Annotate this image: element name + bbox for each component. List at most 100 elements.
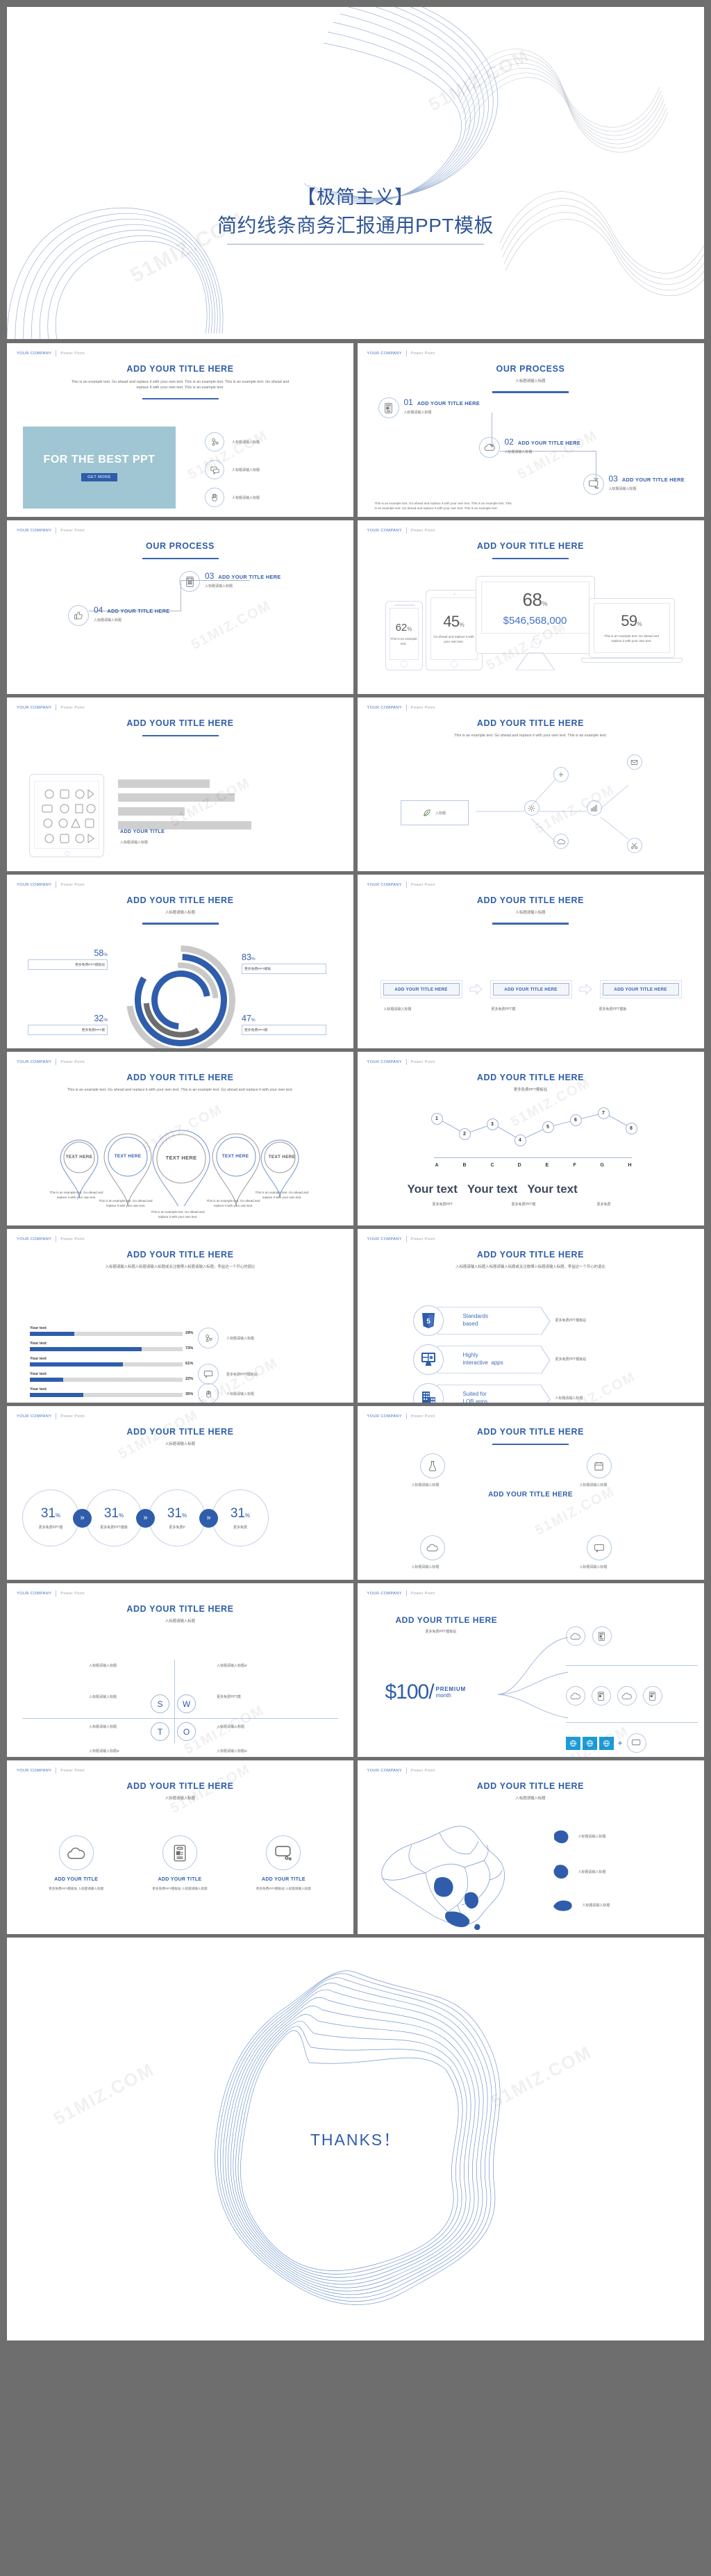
side-item-3[interactable]: 人标题请输入标题 [198, 1383, 254, 1403]
list-item[interactable]: 人标题请输入标题 [205, 488, 260, 507]
bar-track: 29% [30, 1331, 193, 1336]
process-step-3[interactable]: 03 ADD YOUR TITLE HERE 入标题请输入标题 [583, 474, 685, 495]
slide-16[interactable]: YOUR COMPANY Power Point ADD YOUR TITLE … [357, 1583, 704, 1757]
globe-tile[interactable] [599, 1736, 614, 1750]
product-label: Power Point [60, 1591, 85, 1596]
tab-sequence: ADD YOUR TITLE HERE ADD YOUR TITLE HERE … [380, 980, 682, 998]
stat-circle-4[interactable]: 31% 更多免费 [212, 1489, 269, 1546]
slide-subtitle: 入标题请输入标题入标题请输入标题或关注微博入标题请输入标题，李益达一个开心的退比 [105, 1265, 256, 1269]
plus-icon [558, 772, 563, 777]
document-icon[interactable] [591, 1686, 611, 1706]
slide-9[interactable]: YOUR COMPANY Power Point ADD YOUR TITLE … [7, 1052, 353, 1225]
gear-icon [528, 804, 535, 811]
bar-track: 35% [30, 1392, 193, 1397]
step-subtitle: 入标题请输入标题 [504, 450, 533, 454]
node-plus[interactable] [553, 767, 569, 782]
node-flask[interactable] [419, 1453, 445, 1478]
stat-83: 83% 更多免费PPT模板 [242, 952, 326, 974]
cloud-icon[interactable] [617, 1686, 637, 1706]
stat-value: 31 [40, 1506, 56, 1521]
icon-card-1[interactable]: ADD YOUR TITLE 更多免费PPT模板站 入标题请输入标题 [31, 1835, 122, 1891]
slide-12[interactable]: YOUR COMPANY Power Point ADD YOUR TITLE … [357, 1229, 704, 1403]
slide-2[interactable]: YOUR COMPANY Power Point OUR PROCESS 入标题… [357, 343, 704, 517]
globe-tile[interactable] [582, 1736, 597, 1750]
featured-panel[interactable]: FOR THE BEST PPT GET MORE [23, 427, 176, 509]
node-calendar[interactable] [586, 1453, 612, 1478]
stat-label-box[interactable]: 更多免费PPT模 [28, 1025, 108, 1035]
list-item[interactable]: 人标题请输入标题 [205, 432, 260, 452]
slide-17[interactable]: YOUR COMPANY Power Point ADD YOUR TITLE … [7, 1760, 353, 1934]
slide-13[interactable]: YOUR COMPANY Power Point ADD YOUR TITLE … [7, 1406, 353, 1580]
page-title: 简约线条商务汇报通用PPT模板 [217, 214, 494, 236]
percent-sign: % [103, 1018, 108, 1023]
add-your-title-button[interactable]: ADD YOUR TITLE [120, 829, 165, 834]
side-item-2[interactable]: 更多免费PPT模板站 [198, 1364, 258, 1385]
node-chat[interactable] [586, 1535, 612, 1560]
stat-label-box[interactable]: 更多免费PPT模板 [242, 964, 326, 974]
icon-card-2[interactable]: ADD YOUR TITLE 更多免费PPT模板站 入标题请输入标题 [135, 1835, 225, 1891]
slide-5[interactable]: YOUR COMPANY Power Point ADD YOUR TITLE … [7, 697, 353, 871]
region-shape-icon [553, 1900, 572, 1911]
device-monitor: 68 % $546,568,000 [475, 576, 595, 654]
chevron-row-2[interactable]: Highly interactive apps [437, 1346, 551, 1375]
stat-58: 58% 更多免费PPT模板站 [28, 948, 108, 970]
tab-1[interactable]: ADD YOUR TITLE HERE [380, 980, 462, 998]
icon-card-3[interactable]: ADD YOUR TITLE 更多免费PPT模板站 入标题请输入标题 [238, 1835, 328, 1891]
slide-header: YOUR COMPANY Power Point [367, 1590, 435, 1596]
slide-8[interactable]: YOUR COMPANY Power Point ADD YOUR TITLE … [357, 875, 704, 1048]
process-step-2[interactable]: 02 ADD YOUR TITLE HERE 入标题请输入标题 [478, 437, 581, 458]
monitor-icon[interactable] [626, 1733, 646, 1753]
axis-tick-d: D [517, 1163, 521, 1168]
chevron-row-3[interactable]: Suited for LOB apps [437, 1385, 551, 1403]
process-step-1[interactable]: 01 ADD YOUR TITLE HERE 入标题请输入标题 [378, 397, 480, 418]
price-value: $100/ [385, 1681, 435, 1703]
document-icon[interactable] [592, 1626, 612, 1646]
swot-cap-right-3: 入标题请输入标题 [217, 1725, 245, 1729]
stat-circle-2[interactable]: 31% 更多免费PPT模板 [85, 1489, 142, 1546]
slide-6[interactable]: YOUR COMPANY Power Point ADD YOUR TITLE … [357, 697, 704, 871]
bar-label: Your text [30, 1341, 47, 1346]
slide-18[interactable]: YOUR COMPANY Power Point ADD YOUR TITLE … [357, 1760, 704, 1934]
list-item[interactable]: 人标题请输入标题 [205, 460, 260, 479]
slide-3[interactable]: YOUR COMPANY Power Point OUR PROCESS [7, 520, 353, 694]
slide-1[interactable]: YOUR COMPANY Power Point ADD YOUR TITLE … [7, 343, 353, 517]
monitor-icon [583, 474, 604, 495]
stat-label-box[interactable]: 更多免费PPT模 [242, 1025, 326, 1035]
slide-4[interactable]: YOUR COMPANY Power Point ADD YOUR TITLE … [357, 520, 704, 694]
get-more-button[interactable]: GET MORE [81, 473, 117, 481]
cloud-icon[interactable] [565, 1686, 585, 1706]
slide-title: ADD YOUR TITLE HERE [476, 541, 585, 551]
slide-11[interactable]: YOUR COMPANY Power Point ADD YOUR TITLE … [7, 1229, 353, 1403]
node-cloud[interactable] [553, 834, 569, 849]
tab-3[interactable]: ADD YOUR TITLE HERE [599, 980, 682, 998]
slide-14[interactable]: YOUR COMPANY Power Point ADD YOUR TITLE … [357, 1406, 704, 1580]
slide-15[interactable]: YOUR COMPANY Power Point ADD YOUR TITLE … [7, 1583, 353, 1757]
globe-tile[interactable] [565, 1736, 580, 1750]
axis-tick-g: G [600, 1163, 604, 1168]
center-label-box[interactable]: 入标题 [400, 800, 469, 825]
process-step-5[interactable]: 04 ADD YOUR TITLE HERE 入标题请输入标题 [68, 605, 170, 626]
swot-letter-o: O [177, 1722, 196, 1741]
node-chart[interactable] [586, 800, 602, 816]
slide-10[interactable]: YOUR COMPANY Power Point ADD YOUR TITLE … [357, 1052, 704, 1225]
stat-label: 更多免费PPT模板站 [75, 964, 105, 967]
node-cloud[interactable] [419, 1535, 445, 1560]
chevron-row-1[interactable]: Standards based [437, 1307, 551, 1336]
process-step-4[interactable]: 03 ADD YOUR TITLE HERE 入标题请输入标题 [179, 571, 281, 592]
cloud-icon[interactable] [565, 1626, 585, 1646]
side-item-1[interactable]: 人标题请输入标题 [198, 1328, 254, 1348]
feature-divider [565, 1722, 698, 1723]
slide-title: ADD YOUR TITLE HERE [126, 1427, 234, 1437]
step-subtitle: 入标题请输入标题 [403, 411, 432, 415]
tab-2[interactable]: ADD YOUR TITLE HERE [490, 980, 572, 998]
china-map[interactable] [370, 1815, 544, 1933]
slide-7[interactable]: YOUR COMPANY Power Point ADD YOUR TITLE … [7, 875, 353, 1048]
stat-circle-1[interactable]: 31% 更多免费PPT模 [22, 1489, 79, 1546]
slide-header: YOUR COMPANY Power Point [367, 1413, 435, 1419]
stat-label-box[interactable]: 更多免费PPT模板站 [28, 959, 108, 970]
stat-circle-3[interactable]: 31% 更多免费P [149, 1489, 206, 1546]
node-scissors[interactable] [626, 838, 642, 853]
cloud-icon [426, 1544, 438, 1552]
document-icon[interactable] [642, 1686, 662, 1706]
node-mail[interactable] [626, 754, 642, 770]
